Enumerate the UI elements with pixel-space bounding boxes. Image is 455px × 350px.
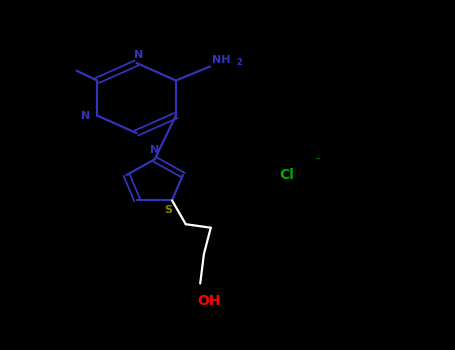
Text: ⁻: ⁻: [314, 156, 320, 166]
Text: N: N: [81, 111, 90, 121]
Text: 2: 2: [236, 58, 242, 67]
Text: S: S: [164, 205, 172, 215]
Text: N: N: [150, 145, 159, 155]
Text: Cl: Cl: [279, 168, 294, 182]
Text: NH: NH: [212, 55, 231, 65]
Text: OH: OH: [197, 294, 221, 308]
Text: N: N: [134, 50, 143, 60]
